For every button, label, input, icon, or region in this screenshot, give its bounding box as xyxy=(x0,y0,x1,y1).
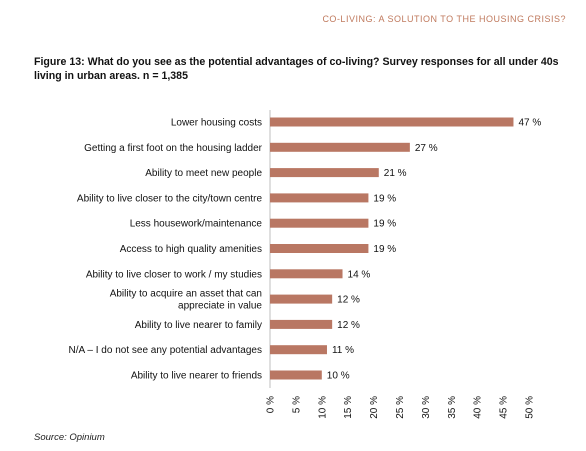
bars xyxy=(270,117,514,380)
data-label: 27 % xyxy=(415,143,438,154)
report-header: CO-LIVING: A SOLUTION TO THE HOUSING CRI… xyxy=(322,14,566,24)
data-label: 12 % xyxy=(337,295,360,306)
category-label: Access to high quality amenities xyxy=(120,244,262,255)
category-label: Ability to acquire an asset that can xyxy=(110,289,262,300)
x-tick-label: 15 % xyxy=(343,396,354,419)
category-label: Lower housing costs xyxy=(171,118,262,129)
category-label: N/A – I do not see any potential advanta… xyxy=(69,345,262,356)
x-tick-label: 40 % xyxy=(473,396,484,419)
x-tick-label: 5 % xyxy=(291,396,302,413)
bar xyxy=(270,269,343,279)
data-label: 14 % xyxy=(348,269,371,280)
bar xyxy=(270,117,514,127)
category-label: appreciate in value xyxy=(178,301,262,312)
x-tick-label: 50 % xyxy=(525,396,536,419)
data-label: 21 % xyxy=(384,168,407,179)
category-label: Ability to live nearer to family xyxy=(135,320,262,331)
data-label: 11 % xyxy=(332,345,354,356)
x-tick-label: 10 % xyxy=(317,396,328,419)
category-label: Getting a first foot on the housing ladd… xyxy=(84,143,263,154)
bar xyxy=(270,168,379,178)
source-note: Source: Opinium xyxy=(34,432,105,443)
category-labels: Lower housing costs Getting a first foot … xyxy=(69,118,263,382)
data-label: 19 % xyxy=(373,219,396,230)
bar xyxy=(270,142,410,152)
category-label: Ability to meet new people xyxy=(145,168,262,179)
x-axis-ticks: 0 % 5 % 10 % 15 % 20 % 25 % 30 % 35 % 40 % 45 % 50… xyxy=(266,396,536,419)
x-tick-label: 20 % xyxy=(369,396,380,419)
data-label: 19 % xyxy=(373,193,396,204)
bar xyxy=(270,294,333,304)
category-label: Ability to live nearer to friends xyxy=(131,371,262,382)
data-label: 19 % xyxy=(373,244,396,255)
data-label: 10 % xyxy=(327,371,350,382)
data-label: 12 % xyxy=(337,320,360,331)
category-label: Ability to live closer to work / my stud… xyxy=(86,269,262,280)
data-label: 47 % xyxy=(518,118,541,129)
bar xyxy=(270,370,322,380)
x-tick-label: 0 % xyxy=(266,396,277,413)
data-labels: 47 % 27 % 21 % 19 % 19 % 19 % 14 % 12 % 12 % 11 %… xyxy=(327,118,542,382)
bar xyxy=(270,193,369,203)
bar xyxy=(270,218,369,228)
bar xyxy=(270,345,327,355)
x-tick-label: 30 % xyxy=(421,396,432,419)
x-tick-label: 25 % xyxy=(395,396,406,419)
figure-title: Figure 13: What do you see as the potent… xyxy=(34,56,559,82)
bar xyxy=(270,244,369,253)
category-label: Less housework/maintenance xyxy=(130,219,263,230)
x-tick-label: 35 % xyxy=(447,396,458,419)
x-tick-label: 45 % xyxy=(499,396,510,419)
category-label: Ability to live closer to the city/town … xyxy=(77,193,263,204)
bar xyxy=(270,319,333,329)
